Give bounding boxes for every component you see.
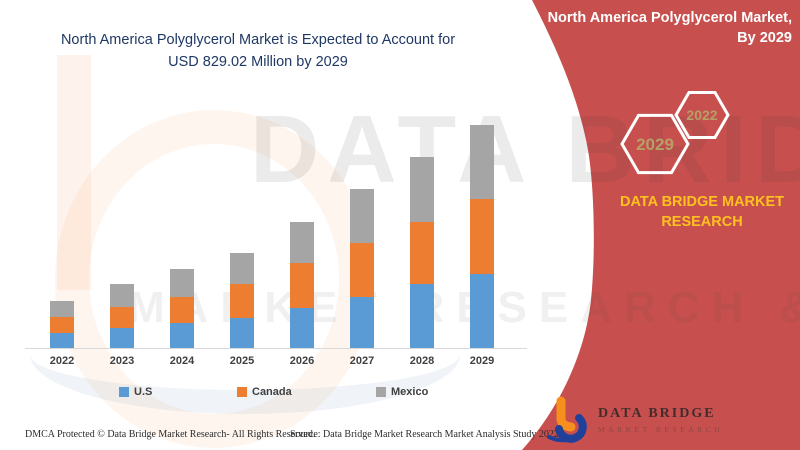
x-axis-label-2026: 2026 bbox=[289, 355, 315, 367]
banner-heading-line1: North America Polyglycerol Market, bbox=[547, 10, 792, 26]
dmca-notice: DMCA Protected © Data Bridge Market Rese… bbox=[25, 429, 316, 440]
bar-segment-us-2022 bbox=[50, 333, 74, 349]
bar-segment-mexico-2026 bbox=[290, 221, 314, 264]
stacked-bar-2023 bbox=[110, 284, 134, 349]
bar-segment-us-2026 bbox=[290, 307, 314, 349]
chart-title-line1: North America Polyglycerol Market is Exp… bbox=[60, 32, 456, 48]
bar-segment-canada-2022 bbox=[50, 316, 74, 334]
bar-segment-mexico-2028 bbox=[410, 157, 434, 222]
hexagon-2029 bbox=[620, 113, 690, 175]
logo-subtitle: MARKET RESEARCH bbox=[598, 424, 724, 434]
bar-segment-us-2023 bbox=[110, 328, 134, 349]
banner-heading-line2: By 2029 bbox=[737, 30, 792, 46]
hexagon-2029-label: 2029 bbox=[636, 135, 674, 154]
legend-swatch bbox=[376, 387, 386, 397]
bar-segment-us-2028 bbox=[410, 284, 434, 349]
bar-segment-us-2024 bbox=[170, 322, 194, 349]
x-axis-label-2023: 2023 bbox=[109, 355, 135, 367]
bar-segment-canada-2027 bbox=[350, 243, 374, 297]
bar-segment-mexico-2022 bbox=[50, 301, 74, 317]
bar-segment-us-2027 bbox=[350, 296, 374, 349]
stacked-bar-2022 bbox=[50, 301, 74, 349]
legend-label: U.S bbox=[134, 386, 153, 398]
red-banner-shape bbox=[522, 0, 800, 450]
x-axis-label-2025: 2025 bbox=[229, 355, 255, 367]
stacked-bar-2024 bbox=[170, 269, 194, 349]
source-note: Source: Data Bridge Market Research Mark… bbox=[290, 429, 559, 440]
stacked-bar-2027 bbox=[350, 189, 374, 349]
bar-segment-canada-2025 bbox=[230, 284, 254, 319]
brand-text: DATA BRIDGE MARKET RESEARCH bbox=[602, 193, 800, 232]
logo-name: DATA BRIDGE bbox=[598, 405, 716, 421]
stacked-bar-2029 bbox=[470, 124, 494, 349]
chart-title-line2: USD 829.02 Million by 2029 bbox=[168, 53, 348, 70]
bar-segment-canada-2024 bbox=[170, 296, 194, 323]
legend-swatch bbox=[119, 387, 129, 397]
hexagon-2022 bbox=[674, 91, 730, 139]
bar-segment-canada-2026 bbox=[290, 263, 314, 308]
logo-blue-tail bbox=[547, 435, 578, 443]
bar-segment-mexico-2024 bbox=[170, 269, 194, 297]
legend-label: Mexico bbox=[391, 386, 429, 398]
x-axis-label-2029: 2029 bbox=[469, 355, 495, 367]
x-axis-line bbox=[25, 348, 527, 349]
hexagon-badges: 2022 2029 bbox=[620, 91, 730, 175]
brand-text-line1: DATA BRIDGE MARKET bbox=[619, 194, 785, 210]
chart-title: North America Polyglycerol Market is Exp… bbox=[30, 30, 486, 74]
bar-segment-us-2025 bbox=[230, 318, 254, 349]
data-bridge-logo-icon bbox=[547, 396, 587, 443]
x-axis-label-2027: 2027 bbox=[349, 355, 375, 367]
hexagon-2022-label: 2022 bbox=[686, 107, 717, 123]
banner-heading: North America Polyglycerol Market, By 20… bbox=[522, 8, 792, 48]
legend-item-canada: Canada bbox=[237, 386, 292, 398]
stacked-bar-2025 bbox=[230, 253, 254, 349]
bar-segment-canada-2023 bbox=[110, 306, 134, 329]
brand-text-line2: RESEARCH bbox=[661, 213, 743, 230]
bar-segment-us-2029 bbox=[470, 274, 494, 349]
bar-segment-canada-2029 bbox=[470, 199, 494, 275]
bar-segment-mexico-2029 bbox=[470, 124, 494, 200]
logo-orange-stroke bbox=[556, 396, 576, 432]
x-axis-label-2024: 2024 bbox=[169, 355, 195, 367]
stacked-bar-2026 bbox=[290, 221, 314, 349]
data-bridge-logo: DATA BRIDGE MARKET RESEARCH bbox=[546, 396, 723, 444]
x-axis-label-2028: 2028 bbox=[409, 355, 435, 367]
logo-wordmark: DATA BRIDGE MARKET RESEARCH bbox=[598, 405, 724, 434]
legend-label: Canada bbox=[252, 386, 292, 398]
legend-swatch bbox=[237, 387, 247, 397]
legend-item-mexico: Mexico bbox=[376, 386, 428, 398]
bar-segment-mexico-2025 bbox=[230, 253, 254, 285]
bar-segment-mexico-2023 bbox=[110, 284, 134, 307]
stacked-bar-2028 bbox=[410, 157, 434, 349]
bar-segment-mexico-2027 bbox=[350, 189, 374, 244]
x-axis-label-2022: 2022 bbox=[49, 355, 75, 367]
bar-segment-canada-2028 bbox=[410, 221, 434, 285]
legend-item-us: U.S bbox=[119, 386, 152, 398]
